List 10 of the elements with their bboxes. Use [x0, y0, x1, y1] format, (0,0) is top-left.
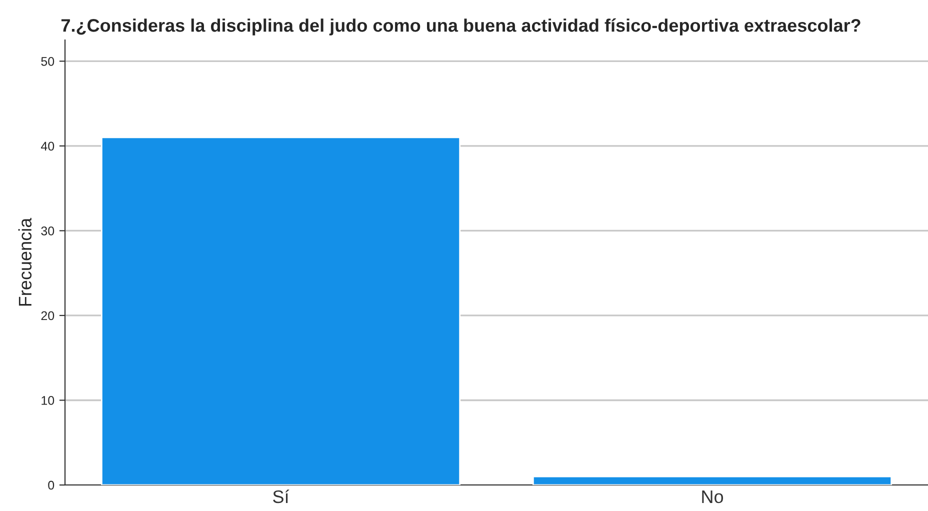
y-axis-title: Frecuencia [18, 218, 32, 306]
y-tick-label: 0 [48, 480, 54, 490]
y-tick-label: 40 [40, 142, 54, 151]
y-tick-label: 50 [41, 56, 54, 66]
y-tick-label: 30 [41, 226, 54, 236]
chart-title: 7.¿Consideras la disciplina del judo como una buena actividad físico-deportiva extraescolar? [61, 18, 860, 36]
x-tick-label: Sí [273, 490, 290, 504]
y-tick-label: 10 [42, 396, 54, 405]
y-tick-label: 20 [41, 311, 54, 320]
x-tick-label: No [702, 490, 724, 504]
